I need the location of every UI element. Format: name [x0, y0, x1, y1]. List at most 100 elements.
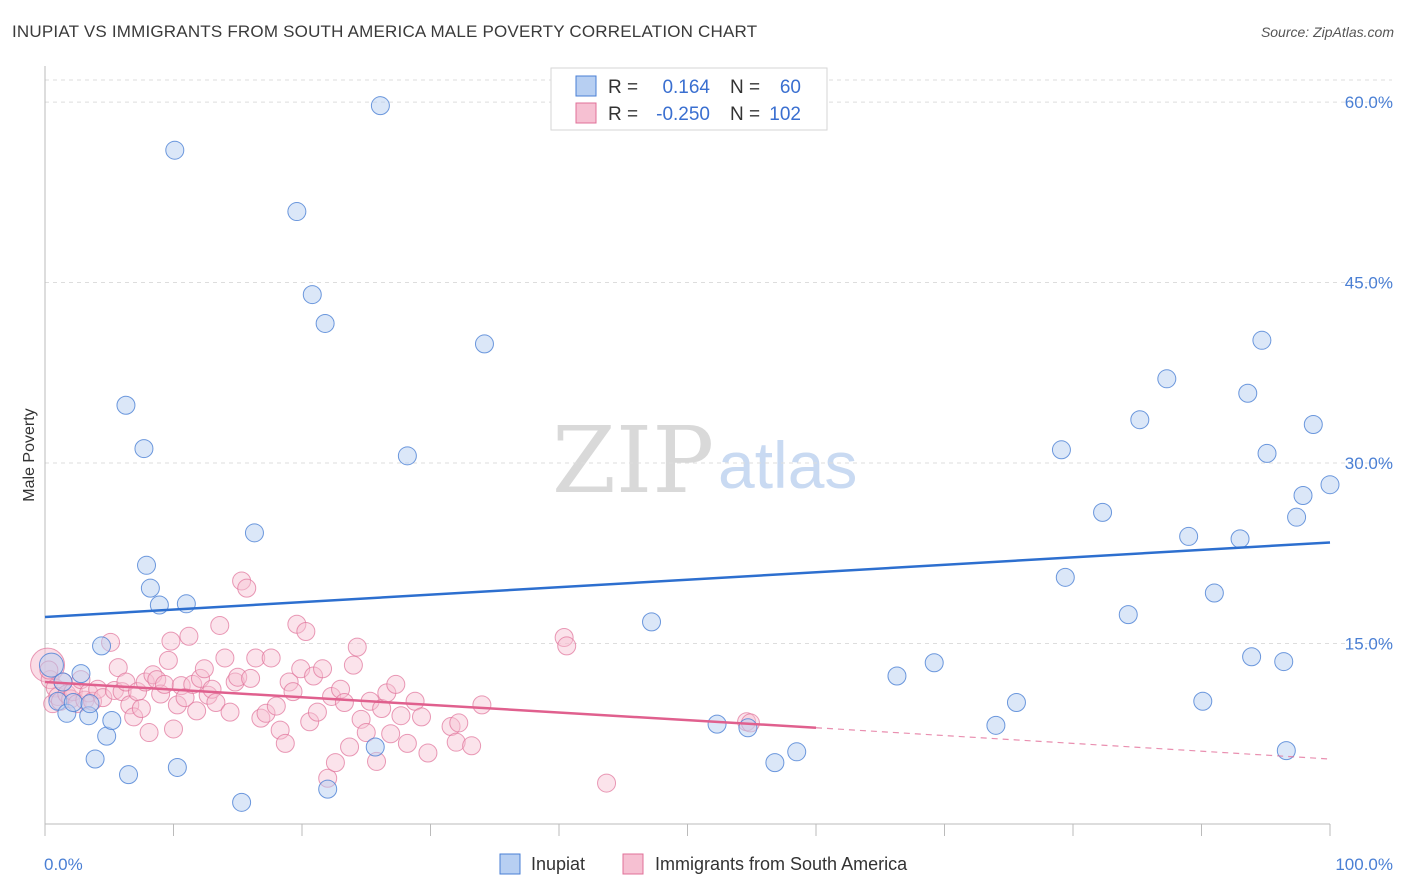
trend-line-immigrants	[44, 680, 817, 729]
source-label: Source: ZipAtlas.com	[1260, 24, 1394, 40]
data-point-immigrants	[412, 707, 432, 727]
data-point-inupiat	[474, 334, 494, 354]
data-point-immigrants	[386, 674, 406, 694]
data-point-inupiat	[92, 636, 112, 656]
legend-swatch-blue	[575, 75, 597, 97]
data-point-inupiat	[1193, 691, 1213, 711]
data-point-inupiat	[1287, 507, 1307, 527]
data-point-immigrants	[557, 636, 577, 656]
data-point-immigrants	[167, 695, 187, 715]
data-point-inupiat	[1157, 369, 1177, 389]
data-point-immigrants	[241, 668, 261, 688]
data-point-immigrants	[391, 706, 411, 726]
data-point-immigrants	[381, 724, 401, 744]
data-point-inupiat	[1293, 486, 1313, 506]
data-point-inupiat	[1204, 583, 1224, 603]
data-point-immigrants	[206, 692, 226, 712]
data-point-inupiat	[1055, 567, 1075, 587]
x-tick-labels: 0.0% 100.0%	[44, 855, 1393, 874]
series-immigrants-points	[30, 571, 760, 793]
data-point-inupiat	[167, 757, 187, 777]
data-point-immigrants	[158, 650, 178, 670]
data-point-inupiat	[1276, 741, 1296, 761]
data-point-immigrants	[307, 702, 327, 722]
data-point-immigrants	[300, 712, 320, 732]
data-point-inupiat	[63, 692, 83, 712]
data-point-inupiat	[1179, 526, 1199, 546]
data-point-immigrants	[325, 753, 345, 773]
data-point-immigrants	[220, 702, 240, 722]
trend-line-immigrants-extension	[815, 727, 1331, 760]
x-tick-label: 100.0%	[1335, 855, 1393, 874]
data-point-immigrants	[131, 698, 151, 718]
x-tick-label: 0.0%	[44, 855, 83, 874]
data-point-inupiat	[370, 96, 390, 116]
data-point-inupiat	[738, 718, 758, 738]
data-point-immigrants	[261, 648, 281, 668]
y-tick-label: 45.0%	[1345, 274, 1393, 293]
legend-r-label-2: R =	[608, 104, 638, 125]
data-point-inupiat	[1006, 692, 1026, 712]
legend-n-label-1: N =	[730, 77, 760, 98]
bottom-legend: Inupiat Immigrants from South America	[499, 853, 908, 875]
data-point-inupiat	[165, 140, 185, 160]
legend-r-value-1: 0.164	[662, 77, 710, 98]
data-point-inupiat	[397, 446, 417, 466]
data-point-immigrants	[340, 737, 360, 757]
data-point-immigrants	[275, 733, 295, 753]
data-point-immigrants	[449, 713, 469, 733]
legend-r-value-2: -0.250	[656, 104, 710, 125]
data-point-immigrants	[372, 698, 392, 718]
data-point-inupiat	[1230, 529, 1250, 549]
bottom-legend-label-immigrants: Immigrants from South America	[655, 854, 908, 874]
data-point-inupiat	[1093, 502, 1113, 522]
data-point-immigrants	[347, 637, 367, 657]
data-point-inupiat	[1257, 443, 1277, 463]
data-point-immigrants	[225, 672, 245, 692]
data-point-inupiat	[85, 749, 105, 769]
y-axis-label: Male Poverty	[21, 408, 38, 501]
data-point-inupiat	[924, 653, 944, 673]
data-point-inupiat	[642, 612, 662, 632]
data-point-immigrants	[296, 621, 316, 641]
data-point-inupiat	[232, 792, 252, 812]
y-tick-labels: 15.0% 30.0% 45.0% 60.0%	[1345, 93, 1393, 653]
data-point-inupiat	[1303, 415, 1323, 435]
watermark-atlas: atlas	[718, 428, 857, 502]
axes	[44, 66, 1331, 836]
data-point-inupiat	[1274, 652, 1294, 672]
legend-swatch-pink	[575, 102, 597, 124]
data-point-immigrants	[418, 743, 438, 763]
data-point-inupiat	[1242, 647, 1262, 667]
data-point-immigrants	[462, 736, 482, 756]
data-point-immigrants	[215, 648, 235, 668]
data-point-inupiat	[315, 313, 335, 333]
data-point-immigrants	[187, 701, 207, 721]
legend-r-label-1: R =	[608, 77, 638, 98]
data-point-inupiat	[787, 742, 807, 762]
data-point-inupiat	[1130, 410, 1150, 430]
data-point-inupiat	[134, 439, 154, 459]
data-point-inupiat	[116, 395, 136, 415]
trend-line-inupiat	[44, 541, 1331, 619]
data-point-immigrants	[164, 719, 183, 739]
data-point-immigrants	[343, 655, 363, 675]
data-point-inupiat	[140, 578, 160, 598]
legend-box: R = 0.164 N = 60 R = -0.250 N = 102	[550, 67, 828, 131]
data-point-immigrants	[256, 703, 276, 723]
data-point-immigrants	[334, 692, 354, 712]
data-point-immigrants	[237, 578, 257, 598]
data-point-immigrants	[397, 733, 417, 753]
data-point-inupiat	[365, 737, 385, 757]
legend-n-value-1: 60	[780, 77, 801, 98]
y-tick-label: 30.0%	[1345, 454, 1393, 473]
data-point-inupiat	[302, 285, 322, 305]
data-point-immigrants	[597, 773, 617, 793]
bottom-legend-label-inupiat: Inupiat	[531, 854, 585, 874]
data-point-immigrants	[266, 696, 286, 716]
data-point-immigrants	[179, 626, 199, 646]
data-point-immigrants	[279, 672, 299, 692]
data-point-inupiat	[1252, 330, 1272, 350]
bottom-legend-swatch-immigrants	[622, 853, 644, 875]
legend-n-value-2: 102	[769, 104, 801, 125]
